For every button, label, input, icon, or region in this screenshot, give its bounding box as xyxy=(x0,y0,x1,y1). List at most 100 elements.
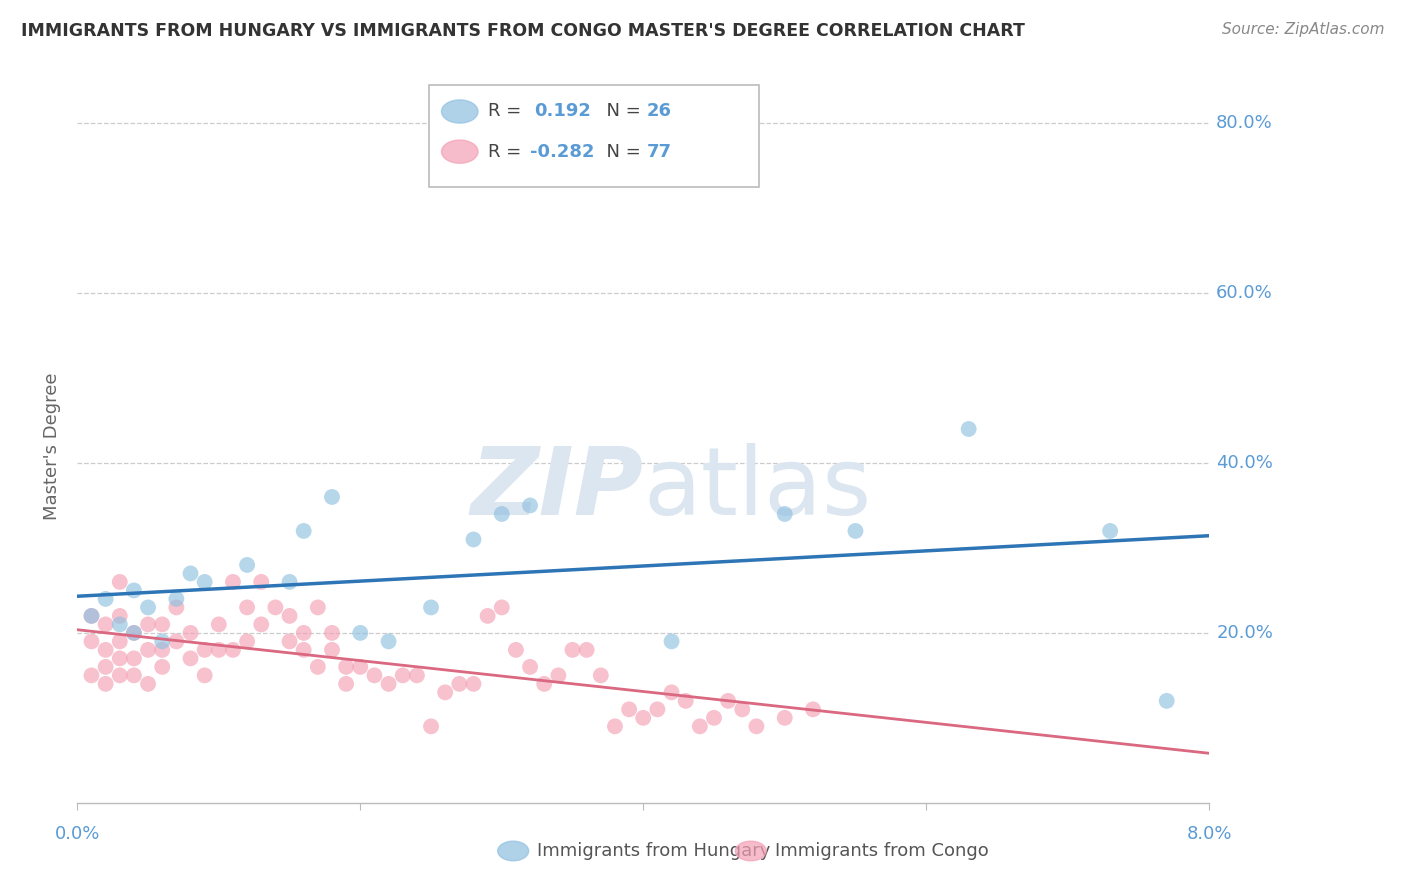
Point xyxy=(264,600,287,615)
Point xyxy=(349,626,371,640)
Point xyxy=(463,533,485,547)
Point xyxy=(94,591,117,606)
Point xyxy=(80,608,103,623)
Point xyxy=(208,617,231,632)
Point xyxy=(208,643,231,657)
Point xyxy=(491,507,513,521)
Point xyxy=(150,634,173,648)
Point xyxy=(165,600,187,615)
Point xyxy=(491,600,513,615)
Point xyxy=(1156,694,1178,708)
Point xyxy=(165,634,187,648)
Point xyxy=(292,643,315,657)
Text: 26: 26 xyxy=(647,103,672,120)
Point xyxy=(647,702,669,716)
Point xyxy=(420,600,443,615)
Point xyxy=(150,617,173,632)
Text: 0.192: 0.192 xyxy=(534,103,591,120)
Point xyxy=(321,490,343,504)
Point xyxy=(406,668,429,682)
Y-axis label: Master's Degree: Master's Degree xyxy=(44,372,62,520)
Point xyxy=(278,608,301,623)
Point xyxy=(236,558,259,572)
Point xyxy=(122,583,145,598)
Point xyxy=(617,702,640,716)
Point xyxy=(94,677,117,691)
Text: ZIP: ZIP xyxy=(471,442,644,535)
Point xyxy=(250,617,273,632)
Point xyxy=(957,422,980,436)
Point xyxy=(136,617,159,632)
Text: R =: R = xyxy=(488,143,527,161)
Point xyxy=(689,719,711,733)
Point xyxy=(108,574,131,589)
Text: 60.0%: 60.0% xyxy=(1216,284,1272,302)
Point xyxy=(108,668,131,682)
Point xyxy=(801,702,824,716)
Point xyxy=(194,668,217,682)
Point xyxy=(136,643,159,657)
Point xyxy=(136,600,159,615)
Point xyxy=(80,634,103,648)
Point xyxy=(136,677,159,691)
Text: 40.0%: 40.0% xyxy=(1216,454,1272,472)
Point xyxy=(180,626,202,640)
Point xyxy=(773,711,796,725)
Text: 8.0%: 8.0% xyxy=(1187,825,1232,843)
Point xyxy=(561,643,583,657)
Point xyxy=(335,660,357,674)
Point xyxy=(589,668,612,682)
Text: 0.0%: 0.0% xyxy=(55,825,100,843)
Point xyxy=(1099,524,1122,538)
Point xyxy=(194,643,217,657)
Point xyxy=(505,643,527,657)
Point xyxy=(731,702,754,716)
Point xyxy=(661,685,683,699)
Point xyxy=(434,685,457,699)
Point xyxy=(633,711,655,725)
Point xyxy=(80,668,103,682)
Point xyxy=(194,574,217,589)
Point xyxy=(94,660,117,674)
Text: N =: N = xyxy=(595,103,647,120)
Text: N =: N = xyxy=(595,143,647,161)
Point xyxy=(420,719,443,733)
Point xyxy=(250,574,273,589)
Text: Immigrants from Hungary: Immigrants from Hungary xyxy=(537,842,770,860)
Point xyxy=(292,524,315,538)
Text: IMMIGRANTS FROM HUNGARY VS IMMIGRANTS FROM CONGO MASTER'S DEGREE CORRELATION CHA: IMMIGRANTS FROM HUNGARY VS IMMIGRANTS FR… xyxy=(21,22,1025,40)
Point xyxy=(307,600,329,615)
Point xyxy=(292,626,315,640)
Point xyxy=(391,668,413,682)
Point xyxy=(80,608,103,623)
Point xyxy=(463,677,485,691)
Point xyxy=(180,651,202,665)
Point xyxy=(349,660,371,674)
Point xyxy=(222,643,245,657)
Point xyxy=(94,643,117,657)
Point xyxy=(278,634,301,648)
Point xyxy=(150,643,173,657)
Point xyxy=(236,600,259,615)
Point xyxy=(278,574,301,589)
Text: Immigrants from Congo: Immigrants from Congo xyxy=(775,842,988,860)
Point xyxy=(717,694,740,708)
Text: Source: ZipAtlas.com: Source: ZipAtlas.com xyxy=(1222,22,1385,37)
Point xyxy=(122,668,145,682)
Point xyxy=(108,634,131,648)
Point xyxy=(108,617,131,632)
Point xyxy=(307,660,329,674)
Point xyxy=(222,574,245,589)
Point xyxy=(745,719,768,733)
Point xyxy=(377,677,399,691)
Text: -0.282: -0.282 xyxy=(530,143,595,161)
Point xyxy=(603,719,626,733)
Point xyxy=(477,608,499,623)
Point xyxy=(773,507,796,521)
Point xyxy=(321,626,343,640)
Point xyxy=(703,711,725,725)
Text: 20.0%: 20.0% xyxy=(1216,624,1272,642)
Point xyxy=(108,608,131,623)
Point xyxy=(519,499,541,513)
Point xyxy=(547,668,569,682)
